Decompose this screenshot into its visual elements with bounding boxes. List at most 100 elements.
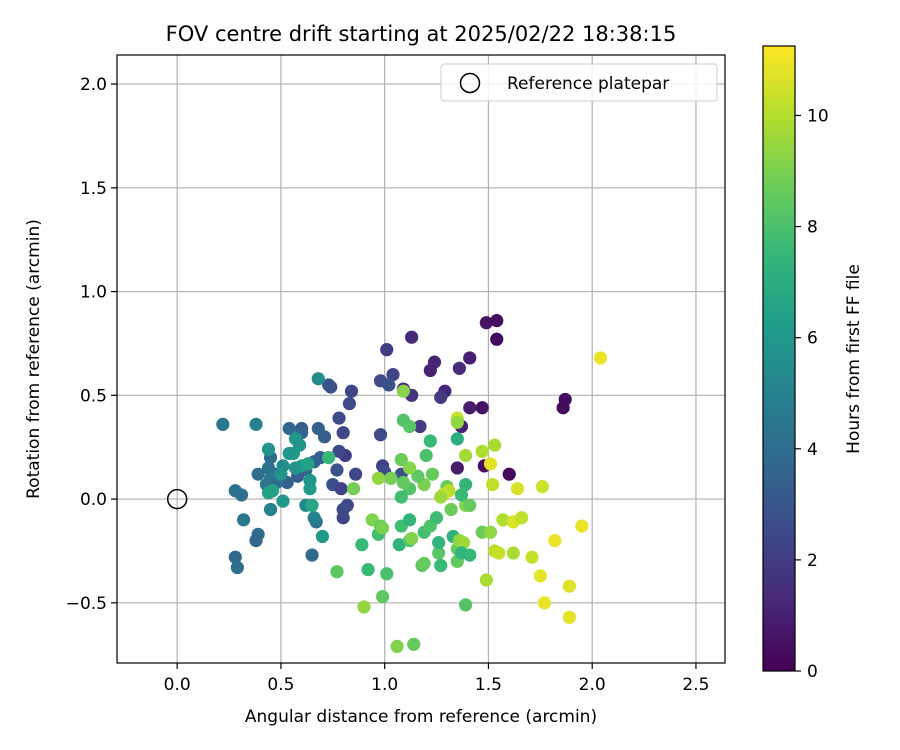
scatter-point (373, 428, 388, 442)
scatter-point (311, 372, 325, 386)
data-points (216, 314, 608, 653)
scatter-point (330, 565, 344, 579)
legend-open-circle-icon (459, 72, 481, 94)
scatter-point (475, 401, 489, 415)
scatter-point (488, 438, 502, 452)
scatter-point (234, 488, 249, 502)
scatter-point (305, 498, 319, 512)
scatter-point (371, 471, 386, 485)
scatter-point (349, 467, 363, 481)
y-axis-label: Rotation from reference (arcmin) (24, 219, 44, 499)
colorbar-frame (762, 45, 796, 672)
scatter-point (515, 511, 529, 525)
reference-platepar-point (166, 488, 188, 510)
plot-frame (116, 54, 726, 664)
scatter-point (332, 444, 346, 458)
scatter-point (396, 475, 410, 490)
scatter-point (357, 600, 371, 614)
x-tick-label: 0.0 (164, 675, 191, 695)
scatter-point (479, 316, 493, 330)
scatter-point (324, 380, 338, 394)
scatter-point (311, 421, 325, 436)
scatter-point (479, 573, 493, 587)
scatter-point (274, 467, 288, 481)
scatter-point (456, 536, 471, 550)
scatter-point (575, 519, 589, 533)
scatter-point (562, 610, 576, 624)
y-tick-label: 0.5 (80, 386, 107, 406)
scatter-point (562, 579, 576, 593)
scatter-point (342, 397, 357, 411)
scatter-point (454, 488, 469, 502)
scatter-point (394, 453, 408, 467)
x-axis-ticks: 0.0 0.5 1.0 1.5 2.0 2.5 (164, 663, 709, 695)
y-tick-label: 2.0 (80, 75, 107, 95)
scatter-point (450, 415, 464, 429)
y-tick-label: 0.0 (80, 490, 107, 510)
y-tick-label: 1.5 (80, 179, 107, 199)
scatter-point (216, 417, 230, 431)
scatter-point (376, 521, 390, 535)
scatter-point (315, 529, 330, 544)
scatter-point (429, 511, 444, 525)
scatter-point (376, 589, 390, 604)
scatter-point (249, 417, 263, 431)
scatter-point (282, 446, 296, 461)
scatter-point (463, 401, 477, 415)
legend: Reference platepar (440, 63, 718, 102)
x-tick-label: 0.5 (267, 675, 294, 695)
scatter-point (459, 598, 473, 612)
scatter-point (386, 367, 400, 382)
legend-entry-label: Reference platepar (507, 74, 669, 94)
scatter-point (434, 558, 448, 573)
scatter-point (396, 384, 410, 398)
scatter-point (334, 482, 348, 496)
scatter-point (249, 533, 263, 548)
scatter-point (251, 467, 265, 481)
colorbar-tick-label: 6 (807, 329, 818, 349)
colorbar-tick-label: 10 (807, 106, 829, 126)
colorbar: 0 2 4 6 8 10 Hours from first FF file (762, 45, 864, 682)
scatter-point (459, 477, 473, 492)
x-tick-label: 1.5 (475, 675, 502, 695)
colorbar-tick-label: 4 (807, 440, 818, 460)
grid-lines (117, 55, 725, 663)
scatter-point (533, 569, 547, 583)
scatter-point (402, 461, 417, 475)
scatter-point (361, 563, 375, 577)
scatter-point (425, 467, 440, 481)
scatter-point (411, 469, 425, 483)
scatter-point (432, 536, 446, 550)
scatter-point (336, 426, 350, 440)
colorbar-gradient (763, 46, 795, 671)
scatter-point (510, 482, 525, 496)
scatter-point (492, 546, 506, 560)
scatter-point (230, 560, 244, 575)
scatter-point (236, 513, 251, 527)
scatter-point (305, 548, 319, 562)
scatter-point (384, 471, 398, 485)
scatter-point (276, 494, 290, 508)
scatter-point (322, 450, 336, 465)
scatter-point (228, 550, 242, 564)
x-axis-label: Angular distance from reference (arcmin) (245, 707, 597, 727)
scatter-point (525, 550, 539, 564)
scatter-point (380, 343, 394, 357)
scatter-point (405, 531, 419, 546)
scatter-point (332, 411, 346, 425)
colorbar-tick-label: 0 (807, 662, 818, 682)
scatter-point (419, 448, 433, 463)
scatter-point (434, 490, 448, 504)
scatter-point (459, 448, 473, 463)
scatter-point (506, 546, 520, 560)
scatter-point (390, 639, 404, 653)
scatter-point (282, 421, 296, 436)
scatter-point (261, 486, 276, 500)
scatter-point (344, 384, 359, 398)
x-tick-label: 1.0 (371, 675, 398, 695)
colorbar-tick-label: 2 (807, 551, 818, 571)
scatter-point (537, 596, 552, 610)
y-tick-label: −0.5 (66, 594, 107, 614)
colorbar-ticks: 0 2 4 6 8 10 (795, 106, 829, 682)
scatter-point (502, 467, 516, 481)
